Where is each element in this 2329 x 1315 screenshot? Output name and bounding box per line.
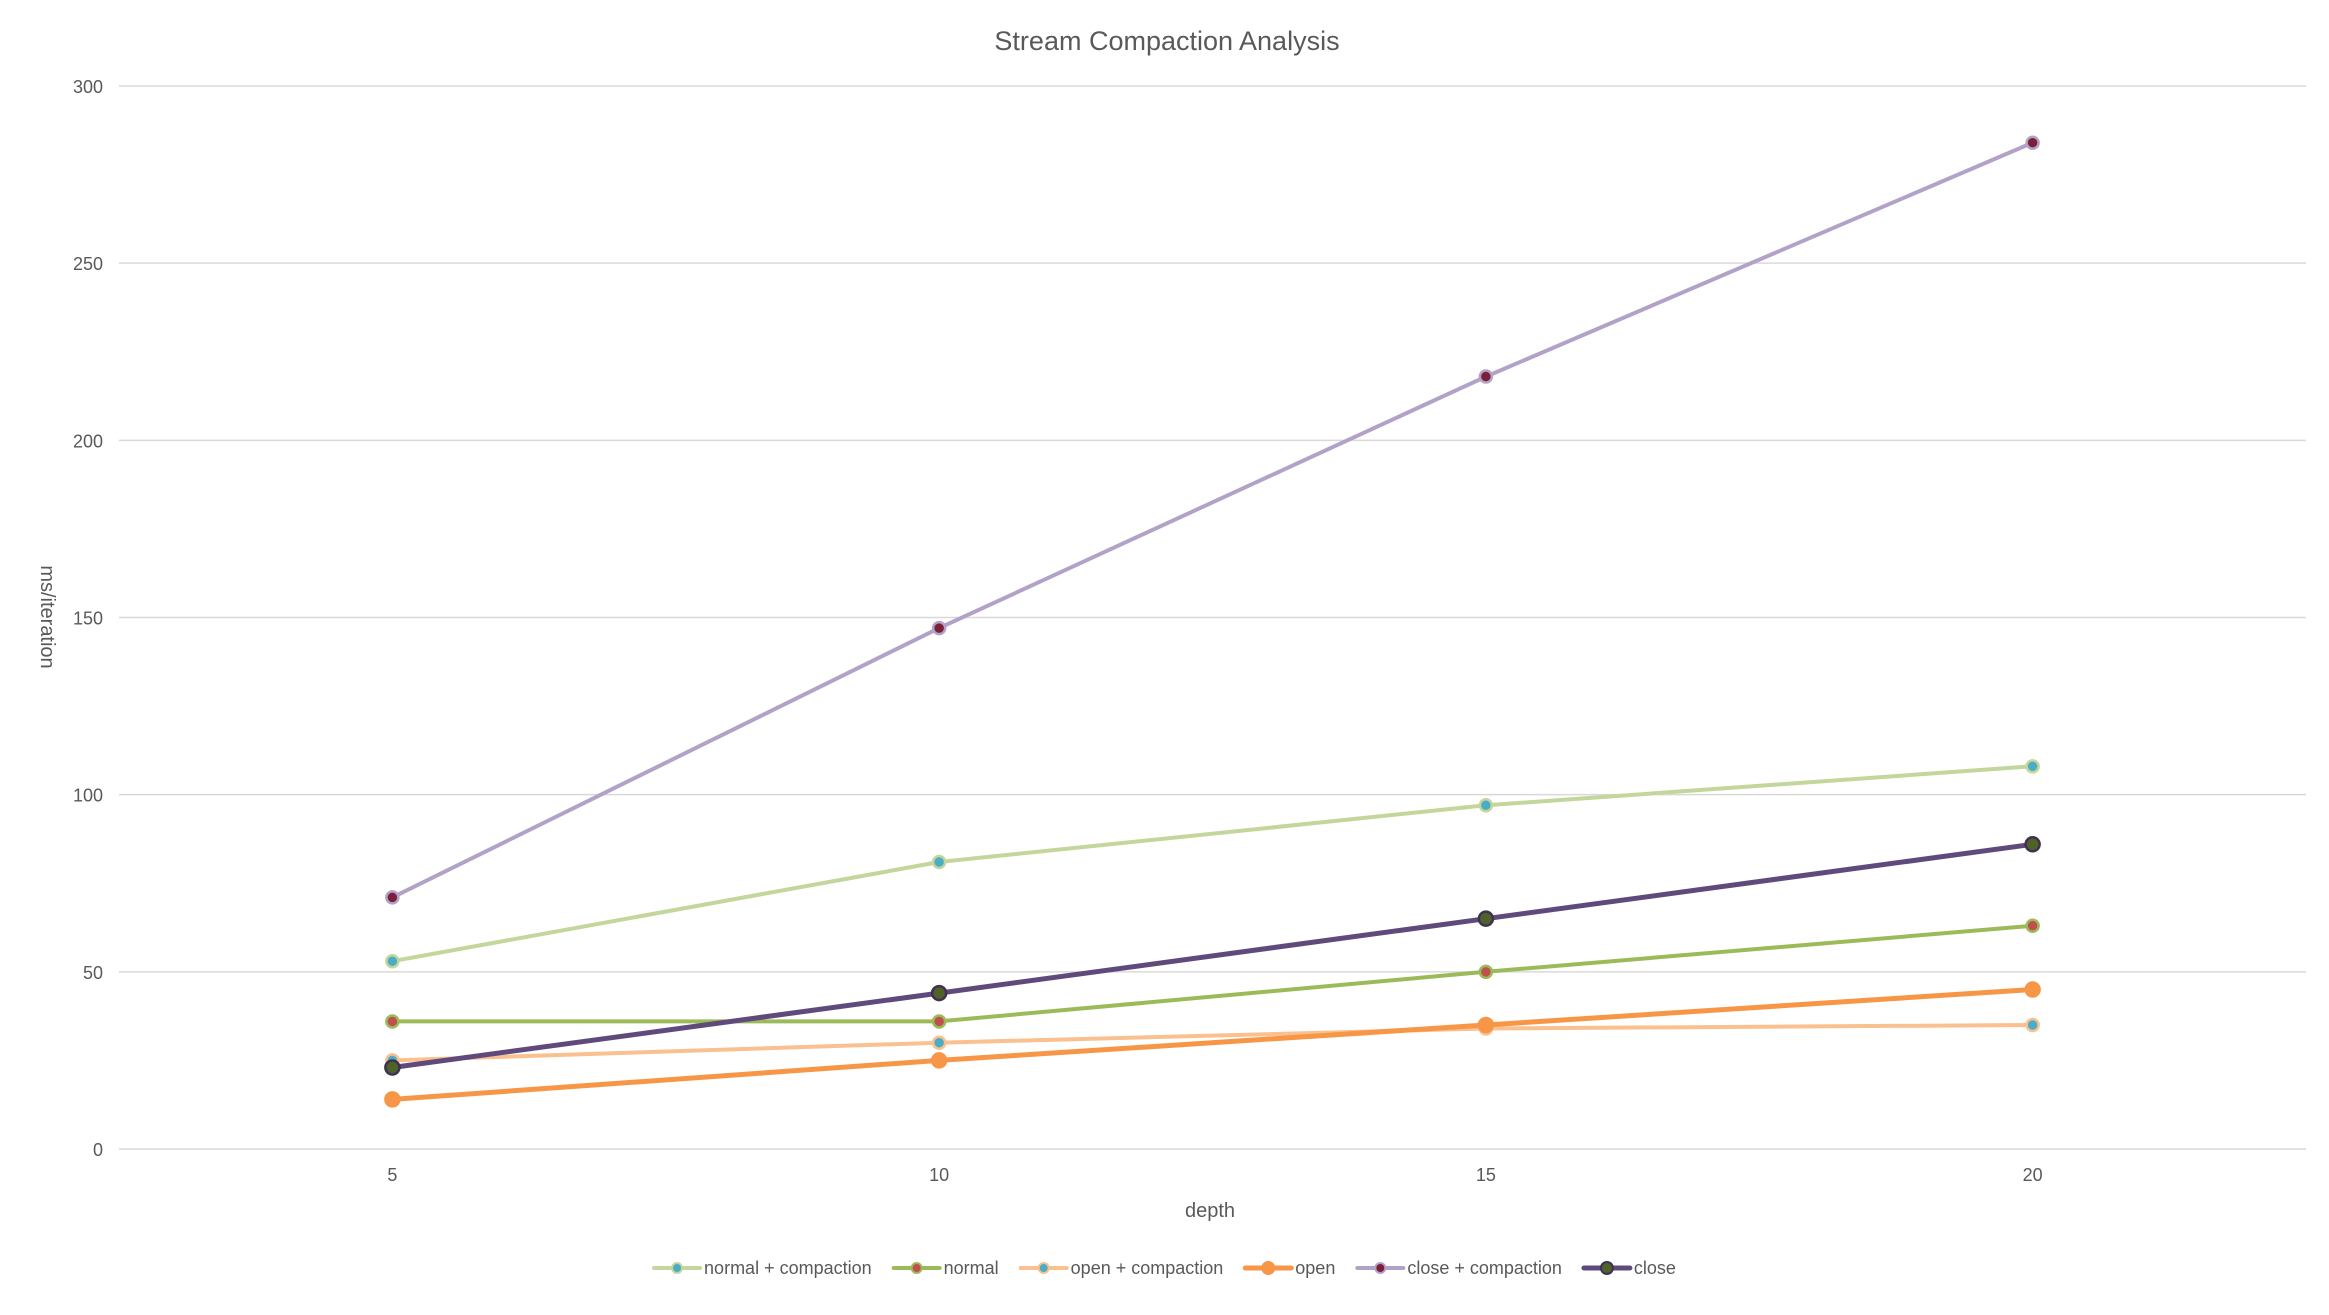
y-tick-label: 200	[73, 431, 103, 451]
data-point	[2025, 135, 2040, 150]
data-point	[2024, 981, 2041, 998]
data-point	[385, 953, 400, 969]
legend-label: open + compaction	[1071, 1258, 1224, 1278]
data-point	[930, 984, 948, 1002]
x-tick-label: 20	[2023, 1165, 2043, 1185]
series-lines	[389, 140, 2036, 1102]
legend-swatch-marker	[1261, 1261, 1276, 1275]
data-point	[931, 1014, 947, 1029]
y-axis-label: ms/iteration	[36, 565, 58, 668]
data-point	[1478, 369, 1494, 384]
series-line	[390, 1023, 2035, 1063]
y-tick-label: 250	[73, 254, 103, 274]
data-point	[2025, 918, 2040, 934]
y-tick-label: 300	[73, 77, 103, 97]
series-markers	[384, 135, 2041, 1108]
data-point	[931, 1035, 947, 1050]
legend-swatch-marker	[671, 1262, 684, 1274]
legend-label: open	[1295, 1258, 1335, 1278]
y-tick-label: 100	[73, 786, 103, 806]
x-axis-label: depth	[1185, 1200, 1235, 1222]
legend-label: close + compaction	[1407, 1258, 1562, 1278]
x-tick-label: 15	[1476, 1165, 1496, 1185]
legend-swatch-marker	[1374, 1262, 1387, 1274]
legend-swatch-marker	[1599, 1261, 1614, 1275]
data-point	[930, 1052, 948, 1069]
series-line	[390, 764, 2035, 964]
x-tick-labels: 5 10 15 20	[387, 1165, 2042, 1185]
legend-swatch-marker	[910, 1262, 923, 1274]
legend-label: normal + compaction	[704, 1258, 872, 1278]
data-point	[385, 1014, 400, 1029]
data-point	[1478, 964, 1494, 980]
data-point	[385, 890, 400, 905]
legend-label: close	[1634, 1258, 1676, 1278]
data-point	[384, 1059, 401, 1076]
data-point	[1477, 910, 1495, 927]
data-point	[2025, 759, 2040, 774]
data-point	[931, 854, 947, 870]
series-line	[390, 923, 2035, 1024]
series-line	[389, 841, 2036, 1070]
data-point	[1478, 798, 1494, 813]
x-tick-label: 10	[929, 1165, 949, 1185]
data-point	[1477, 1016, 1495, 1034]
chart-title: Stream Compaction Analysis	[994, 26, 1339, 56]
y-tick-label: 0	[93, 1140, 103, 1160]
series-line	[389, 987, 2036, 1102]
legend-label: normal	[944, 1258, 999, 1278]
y-tick-label: 50	[83, 963, 103, 983]
data-point	[384, 1091, 401, 1108]
data-point	[2024, 836, 2041, 853]
legend-swatch-marker	[1037, 1262, 1050, 1274]
y-tick-labels: 0 50 100 150 200 250 300	[73, 77, 103, 1160]
legend: normal + compaction normal open + compacti…	[652, 1258, 1676, 1278]
series-line	[390, 140, 2035, 900]
gridlines	[119, 85, 2306, 1150]
x-tick-label: 5	[387, 1165, 397, 1185]
data-point	[2025, 1017, 2040, 1033]
data-point	[931, 620, 947, 636]
y-tick-label: 150	[73, 609, 103, 629]
